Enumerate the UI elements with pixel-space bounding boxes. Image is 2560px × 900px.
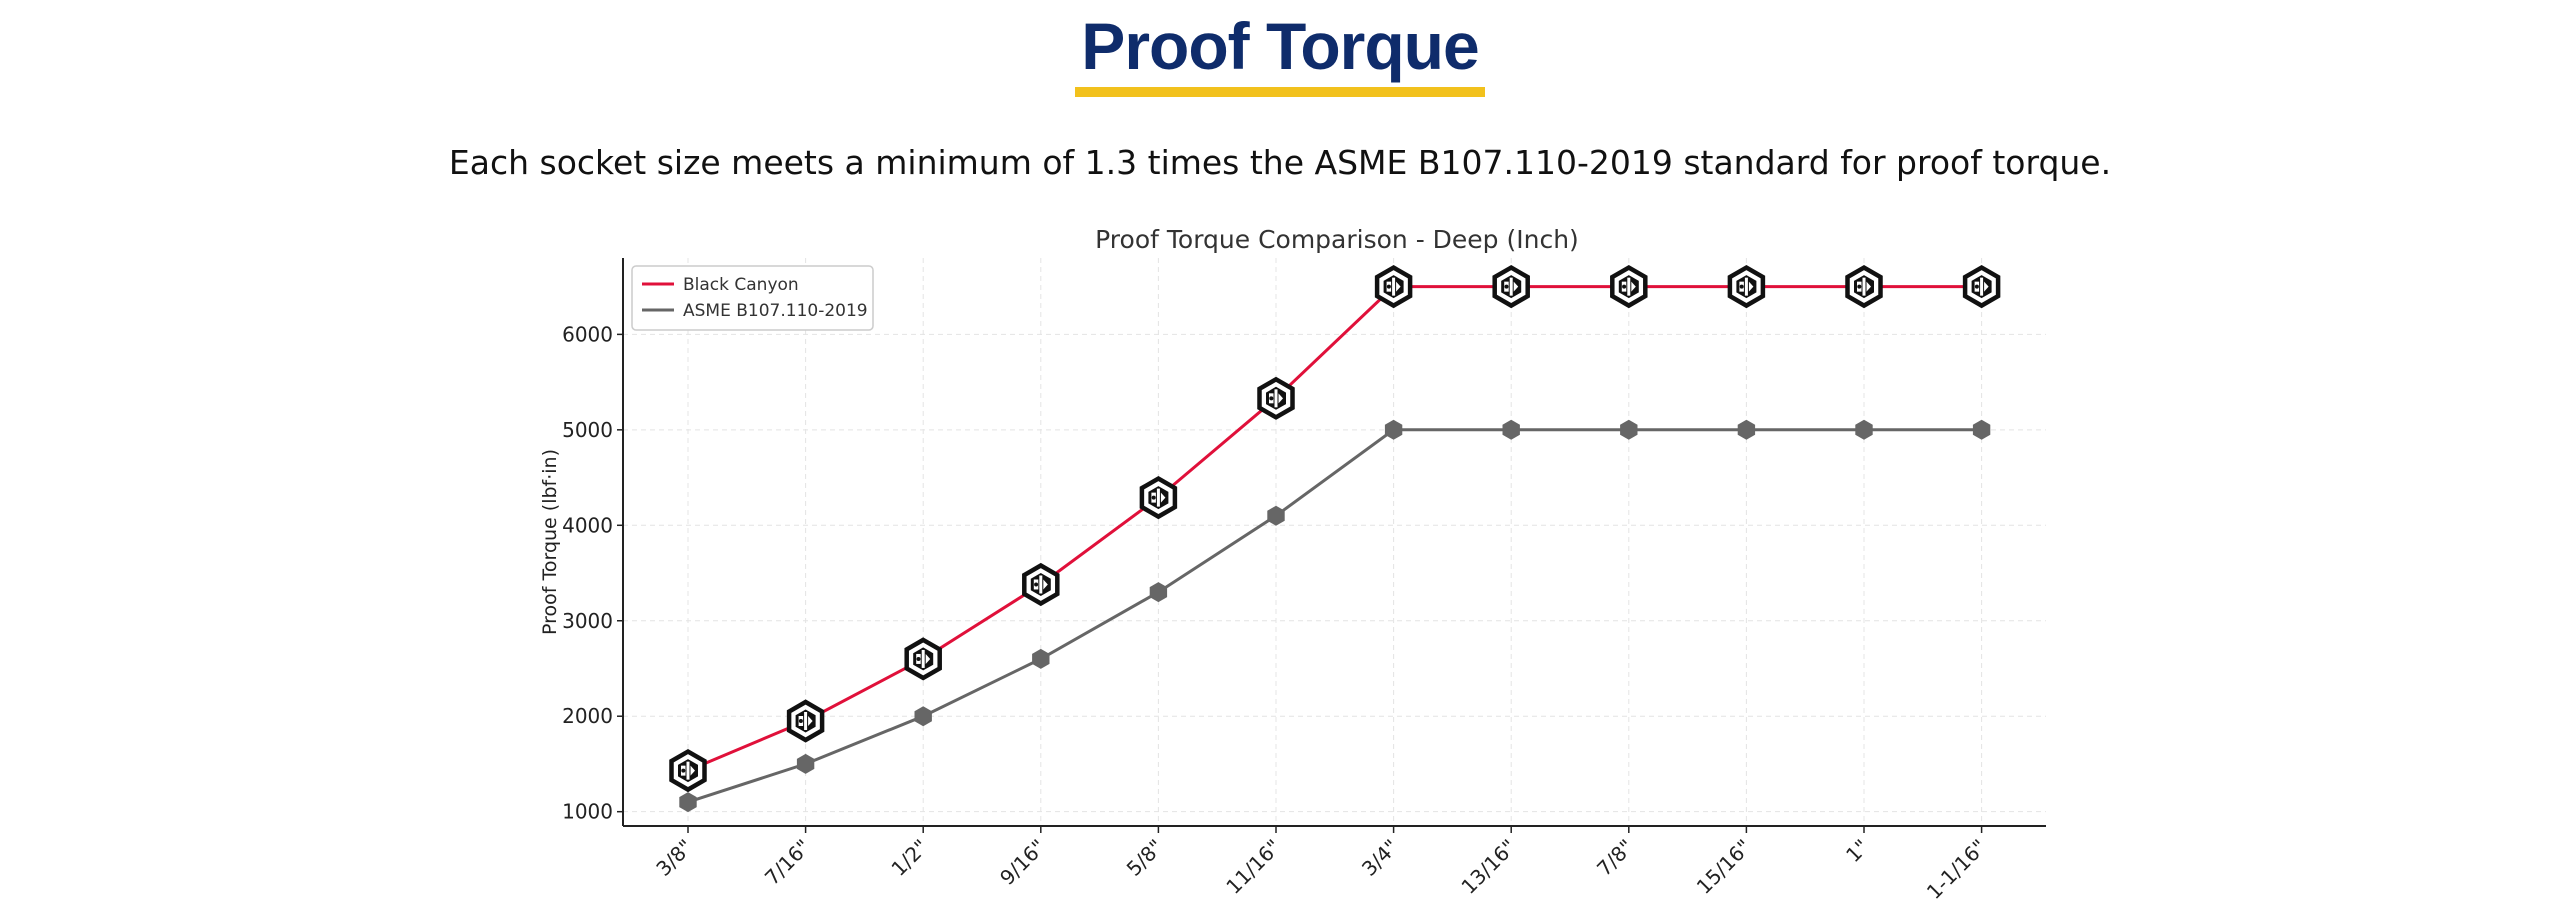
y-tick-label: 1000 bbox=[562, 800, 613, 824]
x-tick-label: 1-1/16" bbox=[1922, 835, 1991, 900]
brand-hexagon-icon bbox=[669, 749, 707, 793]
chart-series bbox=[669, 265, 2001, 813]
y-axis-label: Proof Torque (lbf·in) bbox=[539, 449, 561, 635]
data-point bbox=[1737, 419, 1756, 440]
legend-box bbox=[631, 265, 874, 331]
data-point bbox=[914, 706, 932, 727]
chart-axes bbox=[622, 258, 2046, 827]
brand-hexagon-icon bbox=[1257, 376, 1295, 420]
data-point bbox=[1855, 419, 1873, 440]
brand-hexagon-icon bbox=[786, 699, 825, 743]
chart-legend: Black Canyon ASME B107.110-2019 bbox=[631, 265, 874, 331]
data-point bbox=[1620, 419, 1638, 440]
x-tick-label: 5/8" bbox=[1122, 835, 1168, 881]
brand-hexagon-icon bbox=[1492, 265, 1530, 309]
brand-hexagon-icon bbox=[904, 637, 942, 681]
x-tick-label: 3/4" bbox=[1357, 835, 1403, 881]
brand-hexagon-icon bbox=[1962, 265, 2001, 309]
data-point bbox=[1502, 419, 1520, 440]
y-tick-label: 5000 bbox=[562, 418, 613, 442]
data-point bbox=[796, 753, 815, 774]
page-subtitle: Each socket size meets a minimum of 1.3 … bbox=[448, 143, 2112, 182]
brand-hexagon-icon bbox=[1727, 265, 1766, 309]
brand-hexagon-icon bbox=[1610, 265, 1648, 309]
series-line bbox=[687, 285, 1982, 772]
series-line bbox=[687, 428, 1982, 804]
brand-hexagon-icon bbox=[1374, 265, 1413, 309]
y-tick-label: 3000 bbox=[562, 609, 613, 633]
series-asme bbox=[679, 419, 1991, 813]
x-tick-label: 15/16" bbox=[1692, 835, 1756, 899]
data-point bbox=[679, 792, 697, 813]
chart-title: Proof Torque Comparison - Deep (Inch) bbox=[1095, 225, 1579, 254]
series-black-canyon bbox=[669, 265, 2001, 793]
chart-grid bbox=[623, 258, 2046, 826]
y-tick-label: 6000 bbox=[562, 322, 613, 346]
y-tick-label: 2000 bbox=[562, 704, 613, 728]
brand-hexagon-icon bbox=[1139, 476, 1178, 520]
x-tick-label: 1/2" bbox=[886, 835, 932, 881]
data-point bbox=[1267, 505, 1285, 526]
x-tick-label: 7/8" bbox=[1592, 835, 1638, 881]
data-point bbox=[1972, 419, 1991, 440]
legend-label-black-canyon: Black Canyon bbox=[683, 275, 799, 295]
legend-label-asme: ASME B107.110-2019 bbox=[683, 301, 868, 321]
page-title: Proof Torque bbox=[1081, 9, 1479, 83]
data-point bbox=[1032, 648, 1050, 669]
x-tick-label: 1" bbox=[1841, 835, 1873, 867]
x-tick-label: 3/8" bbox=[651, 835, 697, 881]
x-tick-label: 7/16" bbox=[760, 835, 815, 890]
data-point bbox=[1384, 419, 1403, 440]
x-tick-label: 11/16" bbox=[1221, 835, 1285, 899]
x-tick-label: 9/16" bbox=[995, 835, 1050, 890]
brand-hexagon-icon bbox=[1845, 265, 1883, 309]
x-tick-label: 13/16" bbox=[1456, 835, 1520, 899]
y-tick-label: 4000 bbox=[562, 513, 613, 537]
title-underline bbox=[1075, 87, 1485, 97]
data-point bbox=[1149, 582, 1168, 603]
brand-hexagon-icon bbox=[1022, 562, 1060, 607]
